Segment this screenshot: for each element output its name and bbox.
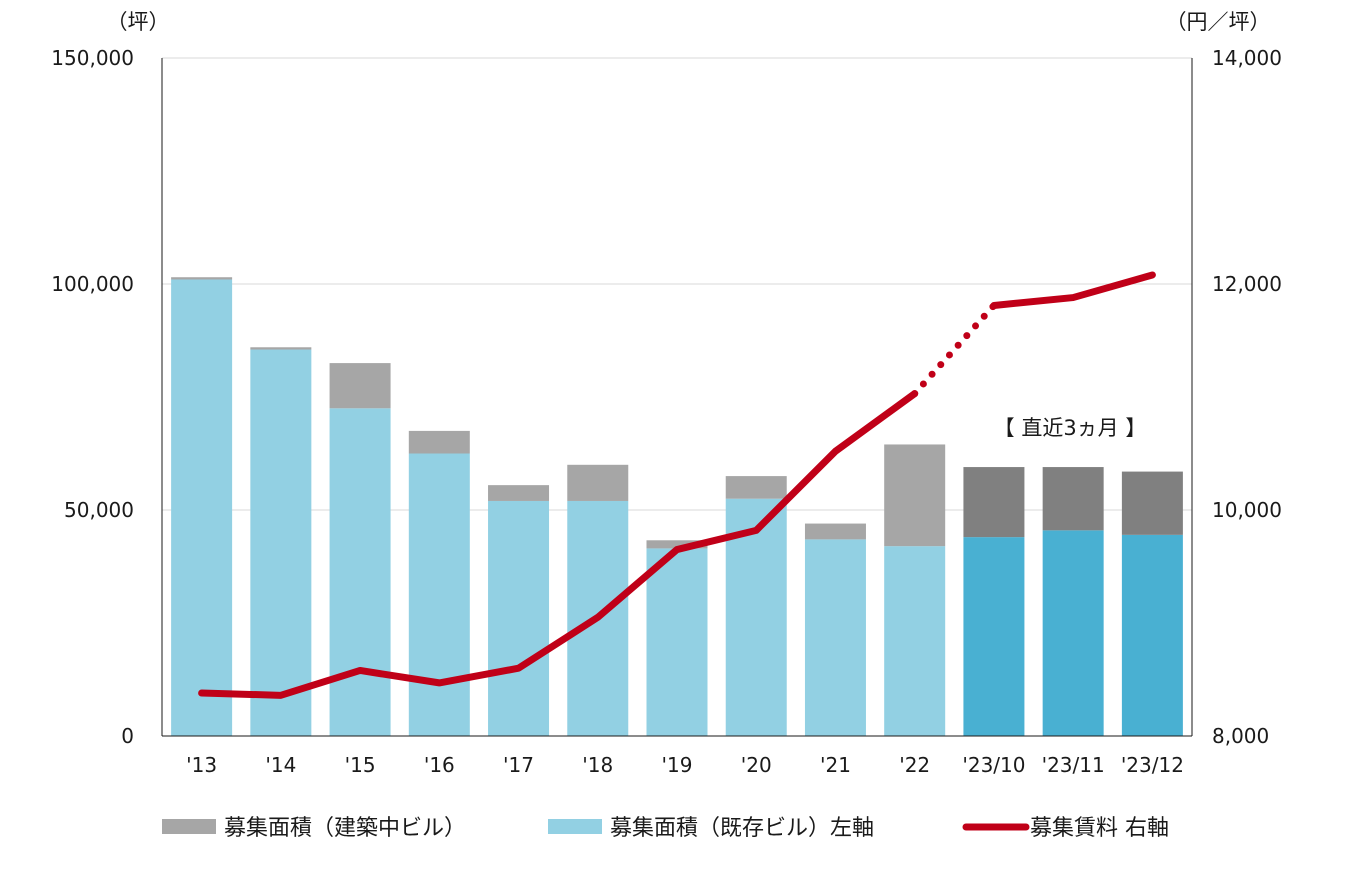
x-tick-label: '23/12 (1121, 753, 1184, 777)
bar-construction (250, 347, 312, 350)
rent-line (198, 271, 1156, 699)
legend-swatch-existing (548, 819, 602, 834)
x-tick-label: '21 (820, 753, 851, 777)
x-tick-label: '19 (662, 753, 693, 777)
bar-construction (963, 467, 1025, 538)
left-axis-unit: （坪） (107, 10, 170, 34)
x-tick-label: '13 (186, 753, 217, 777)
bar-construction (488, 485, 550, 501)
bar-construction (884, 444, 946, 547)
x-tick-label: '20 (741, 753, 772, 777)
bar-existing (963, 537, 1025, 736)
bar-existing (884, 546, 946, 736)
legend-label-rent: 募集賃料 右軸 (1030, 816, 1169, 841)
rent-line-recent (990, 271, 1156, 309)
bar-construction (408, 430, 470, 454)
axes (161, 58, 1193, 737)
bar-existing (329, 408, 391, 736)
tick-labels: 0 50,000 100,000 150,000 8,000 10,000 12,000 14… (51, 46, 1282, 777)
rent-line-solid (198, 390, 919, 699)
bar-existing (488, 500, 550, 736)
legend: 募集面積（建築中ビル） 募集面積（既存ビル）左軸 募集賃料 右軸 (162, 816, 1169, 841)
gridlines (162, 57, 1192, 511)
bar-existing (408, 453, 470, 736)
bar-existing (1121, 534, 1183, 736)
x-tick-label: '23/11 (1042, 753, 1105, 777)
bar-existing (171, 279, 233, 736)
legend-swatch-construction (162, 819, 216, 834)
x-tick-label: '22 (899, 753, 930, 777)
bar-existing (646, 548, 708, 736)
bars (171, 277, 1183, 736)
x-tick-label: '16 (424, 753, 455, 777)
x-tick-label: '23/10 (962, 753, 1025, 777)
bar-existing (250, 349, 312, 736)
bar-construction (1042, 467, 1104, 531)
bar-existing (1042, 530, 1104, 736)
x-tick-label: '14 (265, 753, 296, 777)
left-tick-label: 0 (121, 724, 134, 748)
legend-label-existing: 募集面積（既存ビル）左軸 (610, 816, 874, 841)
bar-construction (567, 464, 629, 501)
bar-construction (646, 540, 708, 549)
recent-months-annotation: 【 直近3ヵ月 】 (994, 416, 1147, 440)
right-tick-label: 10,000 (1212, 498, 1282, 522)
x-tick-label: '18 (582, 753, 613, 777)
bar-construction (1121, 471, 1183, 535)
bar-construction (329, 363, 391, 409)
legend-label-construction: 募集面積（建築中ビル） (224, 816, 466, 841)
right-tick-label: 14,000 (1212, 46, 1282, 70)
x-tick-label: '15 (345, 753, 376, 777)
right-tick-label: 12,000 (1212, 272, 1282, 296)
bar-existing (804, 539, 866, 736)
right-axis-unit: （円／坪） (1166, 10, 1271, 34)
x-tick-label: '17 (503, 753, 534, 777)
left-tick-label: 50,000 (64, 498, 134, 522)
rent-line-dotted (911, 301, 998, 398)
right-tick-label: 8,000 (1212, 724, 1269, 748)
left-tick-label: 150,000 (51, 46, 134, 70)
bar-construction (804, 523, 866, 540)
bar-construction (171, 277, 233, 280)
left-tick-label: 100,000 (51, 272, 134, 296)
bar-construction (725, 476, 787, 499)
